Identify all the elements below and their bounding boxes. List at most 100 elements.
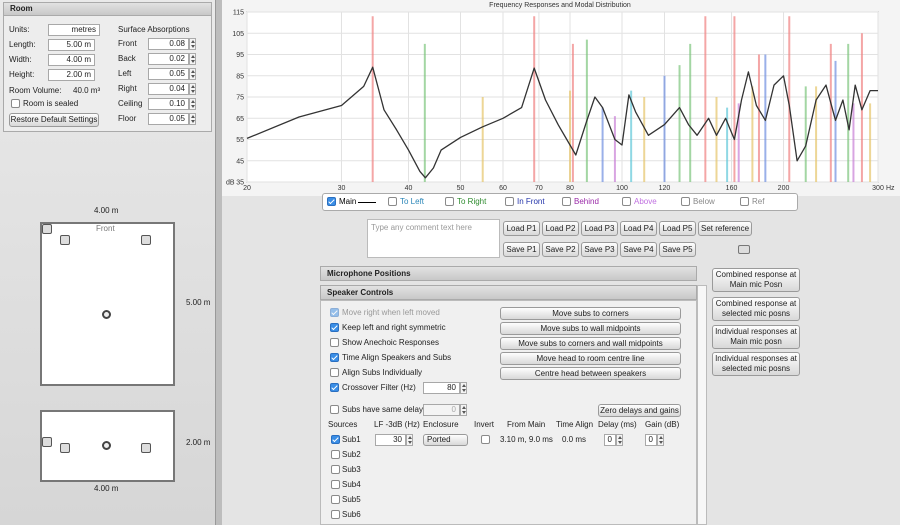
checkbox[interactable] bbox=[622, 197, 631, 206]
chart: Frequency Responses and Modal Distributi… bbox=[226, 2, 895, 192]
action-button[interactable]: Move head to room centre line bbox=[500, 352, 681, 365]
crossover-field[interactable]: 80 bbox=[423, 382, 460, 394]
checkbox[interactable] bbox=[388, 197, 397, 206]
checkbox[interactable] bbox=[330, 383, 339, 392]
absorption-field[interactable]: 0.04 bbox=[148, 83, 189, 95]
speaker-panel-header[interactable]: Speaker Controls bbox=[320, 285, 697, 300]
save-button[interactable]: Save P5 bbox=[659, 242, 696, 257]
absorption-field[interactable]: 0.02 bbox=[148, 53, 189, 65]
absorption-field[interactable]: 0.10 bbox=[148, 98, 189, 110]
gain-field[interactable]: 0 bbox=[645, 434, 657, 446]
action-button[interactable]: Move subs to wall midpoints bbox=[500, 322, 681, 335]
y-tick-label: 85 bbox=[236, 73, 244, 80]
zero-button[interactable]: Zero delays and gains bbox=[598, 404, 681, 417]
speaker-icon[interactable] bbox=[60, 443, 70, 453]
checkbox[interactable] bbox=[330, 368, 339, 377]
checkbox[interactable] bbox=[445, 197, 454, 206]
checkbox[interactable] bbox=[330, 353, 339, 362]
x-tick-label: 80 bbox=[566, 185, 574, 192]
save-button[interactable]: Save P2 bbox=[542, 242, 579, 257]
save-button[interactable]: Save P3 bbox=[581, 242, 618, 257]
comment-box[interactable]: Type any comment text here bbox=[367, 219, 500, 258]
spinner[interactable] bbox=[189, 113, 196, 125]
checkbox[interactable] bbox=[331, 465, 340, 474]
checkbox[interactable] bbox=[330, 405, 339, 414]
checkbox[interactable] bbox=[331, 480, 340, 489]
checkbox[interactable] bbox=[11, 99, 20, 108]
checkbox[interactable] bbox=[330, 338, 339, 347]
checkbox[interactable] bbox=[505, 197, 514, 206]
load-button[interactable]: Load P4 bbox=[620, 221, 657, 236]
dimension-field[interactable]: 5.00 m bbox=[48, 39, 95, 51]
modal-line bbox=[481, 97, 484, 182]
absorption-field[interactable]: 0.08 bbox=[148, 38, 189, 50]
x-tick-label: 50 bbox=[457, 185, 465, 192]
response-button[interactable]: Combined response at selected mic posns bbox=[712, 297, 800, 321]
checkbox[interactable] bbox=[331, 510, 340, 519]
checkbox[interactable] bbox=[681, 197, 690, 206]
speaker-icon[interactable] bbox=[141, 443, 151, 453]
table-header: Delay (ms) bbox=[598, 420, 637, 429]
lf-field[interactable]: 30 bbox=[375, 434, 406, 446]
spinner[interactable] bbox=[189, 98, 196, 110]
response-button[interactable]: Combined response at Main mic Posn bbox=[712, 268, 800, 292]
delay-field[interactable]: 0 bbox=[604, 434, 616, 446]
checkbox[interactable] bbox=[327, 197, 336, 206]
speaker-icon[interactable] bbox=[60, 235, 70, 245]
load-button[interactable]: Load P3 bbox=[581, 221, 618, 236]
response-button[interactable]: Individual responses at Main mic posn bbox=[712, 325, 800, 349]
units-select[interactable]: metres bbox=[48, 24, 100, 36]
legend-label: Above bbox=[634, 197, 657, 206]
enclosure-select[interactable]: Ported bbox=[423, 434, 468, 446]
checkbox[interactable] bbox=[481, 435, 490, 444]
checkbox[interactable] bbox=[740, 197, 749, 206]
spinner[interactable] bbox=[406, 434, 413, 446]
save-button[interactable]: Save P4 bbox=[620, 242, 657, 257]
divider[interactable] bbox=[215, 0, 222, 525]
option-label: Move right when left moved bbox=[342, 308, 440, 317]
restore-button[interactable]: Restore Default Settings bbox=[9, 113, 99, 127]
absorption-field[interactable]: 0.05 bbox=[148, 113, 189, 125]
spinner[interactable] bbox=[189, 38, 196, 50]
mic-panel-header[interactable]: Microphone Positions bbox=[320, 266, 697, 281]
modal-line bbox=[689, 43, 692, 182]
speaker-icon[interactable] bbox=[42, 224, 52, 234]
modal-line bbox=[571, 43, 574, 182]
modal-line bbox=[834, 60, 837, 182]
spinner[interactable] bbox=[616, 434, 623, 446]
modal-line bbox=[533, 16, 536, 182]
speaker-icon[interactable] bbox=[141, 235, 151, 245]
volume-label: Room Volume: bbox=[9, 86, 62, 95]
modal-line bbox=[726, 107, 729, 182]
checkbox[interactable] bbox=[331, 435, 340, 444]
absorption-field[interactable]: 0.05 bbox=[148, 68, 189, 80]
checkbox[interactable] bbox=[331, 450, 340, 459]
checkbox[interactable] bbox=[331, 495, 340, 504]
spinner[interactable] bbox=[189, 53, 196, 65]
set-reference-button[interactable]: Set reference bbox=[698, 221, 752, 236]
dimension-field[interactable]: 2.00 m bbox=[48, 69, 95, 81]
listener-icon[interactable] bbox=[102, 310, 111, 319]
load-button[interactable]: Load P1 bbox=[503, 221, 540, 236]
load-button[interactable]: Load P2 bbox=[542, 221, 579, 236]
listener-icon[interactable] bbox=[102, 441, 111, 450]
spinner[interactable] bbox=[460, 404, 467, 416]
spinner[interactable] bbox=[657, 434, 664, 446]
response-button[interactable]: Individual responses at selected mic pos… bbox=[712, 352, 800, 376]
action-button[interactable]: Move subs to corners bbox=[500, 307, 681, 320]
speaker-toggle-icon[interactable] bbox=[738, 245, 750, 254]
volume-value: 40.0 m³ bbox=[73, 86, 101, 95]
action-button[interactable]: Centre head between speakers bbox=[500, 367, 681, 380]
action-button[interactable]: Move subs to corners and wall midpoints bbox=[500, 337, 681, 350]
checkbox[interactable] bbox=[562, 197, 571, 206]
checkbox[interactable] bbox=[330, 323, 339, 332]
scrollbar[interactable] bbox=[697, 285, 707, 525]
save-button[interactable]: Save P1 bbox=[503, 242, 540, 257]
dimension-field[interactable]: 4.00 m bbox=[48, 54, 95, 66]
load-button[interactable]: Load P5 bbox=[659, 221, 696, 236]
speaker-icon[interactable] bbox=[42, 437, 52, 447]
room-panel-title[interactable]: Room bbox=[3, 2, 212, 16]
spinner[interactable] bbox=[460, 382, 467, 394]
spinner[interactable] bbox=[189, 68, 196, 80]
spinner[interactable] bbox=[189, 83, 196, 95]
